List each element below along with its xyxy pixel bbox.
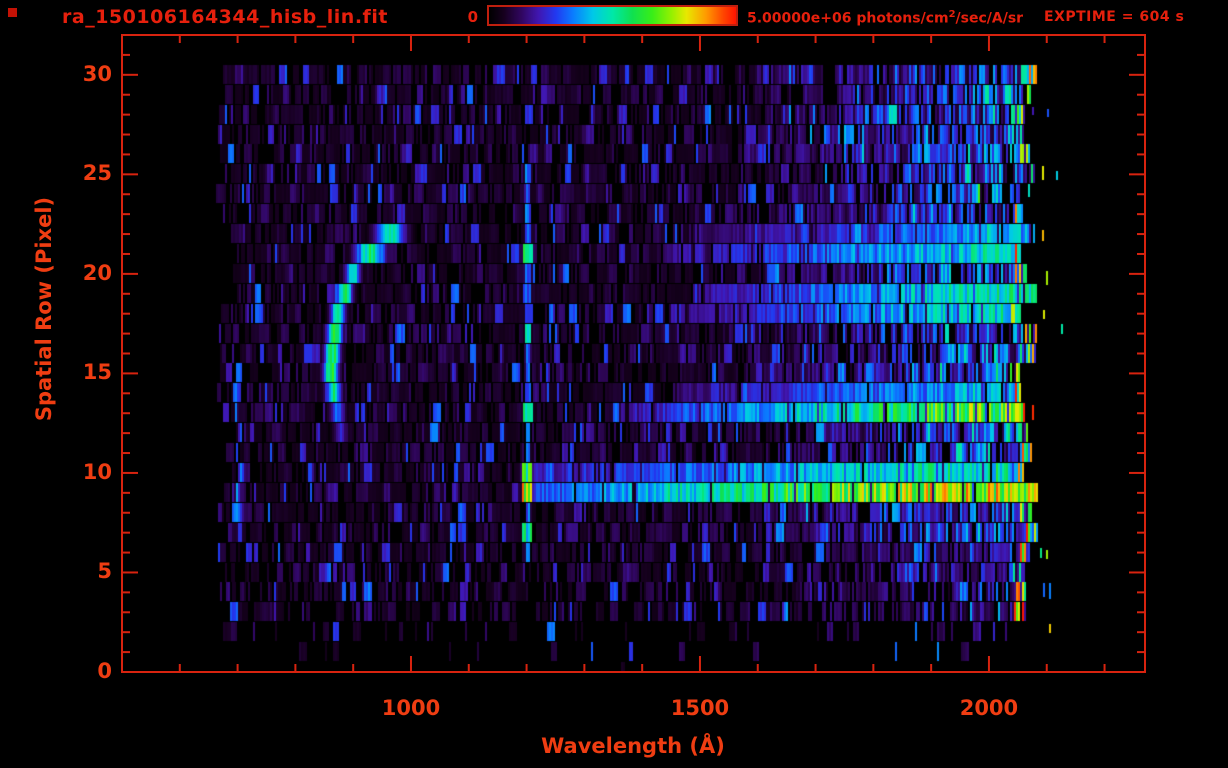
x-tick-label: 1500 [670,696,730,720]
spectral-image [122,35,1145,672]
y-tick-label: 30 [82,61,112,86]
corner-marker [8,8,17,17]
colorbar-min-label: 0 [467,8,478,26]
exptime-label: EXPTIME = 604 s [1044,9,1185,25]
y-tick-label: 0 [97,659,112,683]
x-tick-label: 2000 [959,696,1019,720]
y-tick-label: 25 [82,161,112,186]
colorbar [487,5,738,26]
y-tick-label: 20 [82,260,112,285]
y-tick-label: 5 [97,559,112,584]
colorbar-units-suffix: /sec/A/sr [955,10,1024,27]
y-tick-label: 15 [82,360,112,385]
colorbar-units-prefix: photons/cm [851,10,949,27]
colorbar-units-superscript: 2 [948,9,956,20]
x-tick-label: 1000 [381,696,441,720]
y-tick-label: 10 [82,459,112,484]
x-axis-title: Wavelength (Å) [541,734,725,758]
plot-title: ra_150106164344_hisb_lin.fit [62,6,388,28]
y-axis-title: Spatial Row (Pixel) [32,196,56,422]
colorbar-max-label: 5.00000e+06 photons/cm2/sec/A/sr [747,9,1023,27]
colorbar-max-value: 5.00000e+06 [747,10,852,27]
